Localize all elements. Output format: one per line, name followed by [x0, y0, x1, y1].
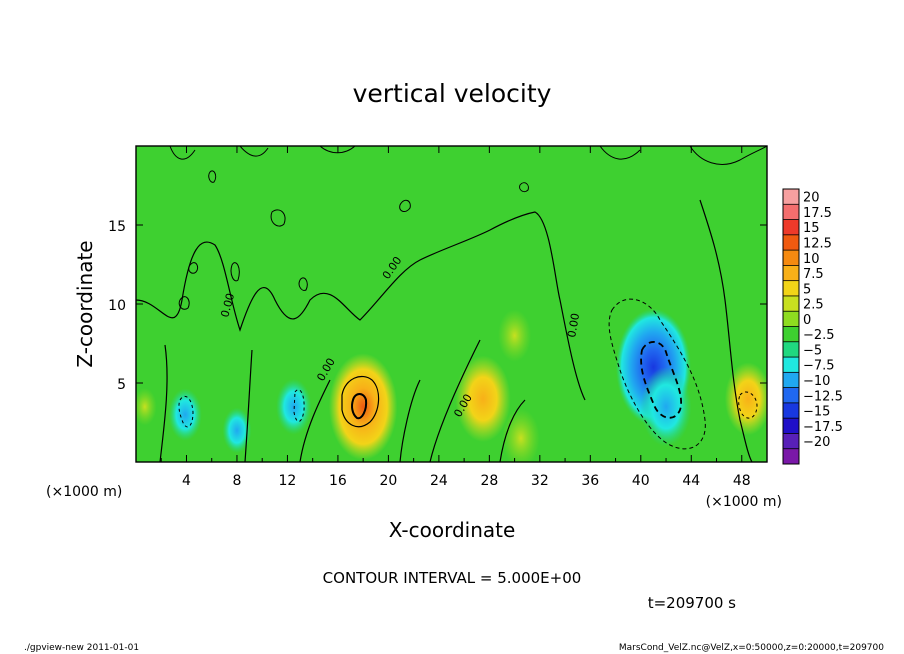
- colorbar-label: −12.5: [803, 389, 843, 404]
- contour-small-dashed: [178, 389, 305, 428]
- colorbar-label: 10: [803, 252, 820, 267]
- colorbar-label: −2.5: [803, 328, 835, 343]
- colorbar-label: −20: [803, 435, 830, 450]
- colorbar: 2017.51512.5107.552.50−2.5−5−7.5−10−12.5…: [782, 188, 843, 465]
- velocity-cell-5: [328, 353, 398, 461]
- y-axis-label: Z-coordinate: [73, 240, 97, 367]
- colorbar-swatch: [783, 311, 799, 327]
- contour-label-3: 0.00: [565, 312, 582, 338]
- x-tick-label: 20: [379, 473, 397, 489]
- x-axis-unit-left: (×1000 m): [46, 484, 122, 500]
- y-tick-label: 15: [108, 219, 126, 235]
- colorbar-swatch: [783, 341, 799, 358]
- colorbar-swatch: [783, 387, 799, 404]
- contour-zero-lower: [159, 339, 526, 462]
- velocity-cell-3: [222, 407, 252, 454]
- colorbar-swatch: [783, 448, 799, 465]
- velocity-cell-4: [276, 378, 312, 435]
- time-label: t=209700 s: [648, 594, 736, 612]
- colorbar-label: −5: [803, 343, 822, 358]
- chart-title: vertical velocity: [353, 79, 552, 108]
- colorbar-label: −10: [803, 374, 830, 389]
- colorbar-label: 17.5: [803, 206, 832, 221]
- footer-program-label: ./gpview-new 2011-01-01: [24, 643, 139, 653]
- velocity-cell-6: [455, 355, 511, 442]
- colorbar-swatch: [783, 295, 799, 312]
- contour-interval-label: CONTOUR INTERVAL = 5.000E+00: [323, 569, 582, 587]
- x-axis-unit-right: (×1000 m): [706, 494, 782, 510]
- colorbar-swatch: [783, 433, 799, 450]
- colorbar-swatch: [783, 189, 799, 205]
- contour-zero-right: [699, 199, 753, 462]
- x-tick-label: 16: [329, 473, 347, 489]
- colorbar-label: −17.5: [803, 420, 843, 435]
- x-tick-label: 24: [430, 473, 448, 489]
- colorbar-swatch: [783, 219, 799, 236]
- colorbar-label: −15: [803, 405, 830, 420]
- colorbar-label: 20: [803, 191, 820, 206]
- colorbar-swatch: [783, 204, 799, 221]
- colorbar-swatch: [783, 280, 799, 297]
- x-axis-label: X-coordinate: [389, 518, 516, 542]
- colorbar-label: 12.5: [803, 236, 832, 251]
- x-tick-label: 28: [480, 473, 498, 489]
- x-tick-label: 44: [682, 473, 700, 489]
- colorbar-label: 5: [803, 282, 811, 297]
- velocity-cell-8: [502, 408, 540, 462]
- contour-zero-upper: [136, 211, 586, 401]
- velocity-cell-7: [497, 309, 532, 362]
- y-axis: 5 10 15: [108, 219, 767, 393]
- colorbar-swatch: [783, 326, 799, 343]
- contour-cold-outer: [608, 298, 706, 450]
- velocity-cell-10: [640, 366, 692, 447]
- x-tick-label: 36: [581, 473, 599, 489]
- colorbar-swatch: [783, 265, 799, 282]
- velocity-cell-11: [724, 362, 767, 436]
- x-tick-label: 32: [531, 473, 549, 489]
- y-tick-label: 10: [108, 298, 126, 314]
- colorbar-swatch: [783, 372, 799, 389]
- colorbar-label: 7.5: [803, 267, 824, 282]
- x-tick-label: 40: [632, 473, 650, 489]
- x-tick-label: 8: [232, 473, 241, 489]
- x-tick-label: 12: [279, 473, 297, 489]
- plot-area: 0.000.000.000.000.00: [136, 146, 767, 462]
- x-tick-label: 48: [733, 473, 751, 489]
- colorbar-label: −7.5: [803, 359, 835, 374]
- colorbar-swatch: [783, 357, 799, 373]
- colorbar-swatch: [783, 402, 799, 419]
- contour-warm-cell: [341, 375, 380, 428]
- x-tick-label: 4: [182, 473, 191, 489]
- contour-cold-cell: [640, 341, 682, 419]
- colorbar-label: 0: [803, 313, 811, 328]
- contour-lines: [136, 146, 767, 462]
- contour-warm-strong: [351, 393, 368, 420]
- colorbar-swatch: [783, 250, 799, 266]
- contour-right-dashed: [738, 391, 758, 419]
- colorbar-label: 2.5: [803, 298, 824, 313]
- contour-upper-fragments: [178, 170, 529, 310]
- x-axis: 4 8 12 16 20 24 28 32 36 40 44 48: [160, 146, 751, 489]
- colorbar-label: 15: [803, 221, 820, 236]
- contour-label-5: 0.00: [218, 292, 237, 319]
- velocity-cell-2: [168, 388, 202, 441]
- colorbar-swatch: [783, 234, 799, 251]
- velocity-cell-1: [136, 387, 157, 426]
- velocity-field: [136, 308, 767, 462]
- colorbar-swatch: [783, 418, 799, 434]
- y-tick-label: 5: [117, 377, 126, 393]
- footer-source-label: MarsCond_VelZ.nc@VelZ,x=0:50000,z=0:2000…: [619, 643, 884, 653]
